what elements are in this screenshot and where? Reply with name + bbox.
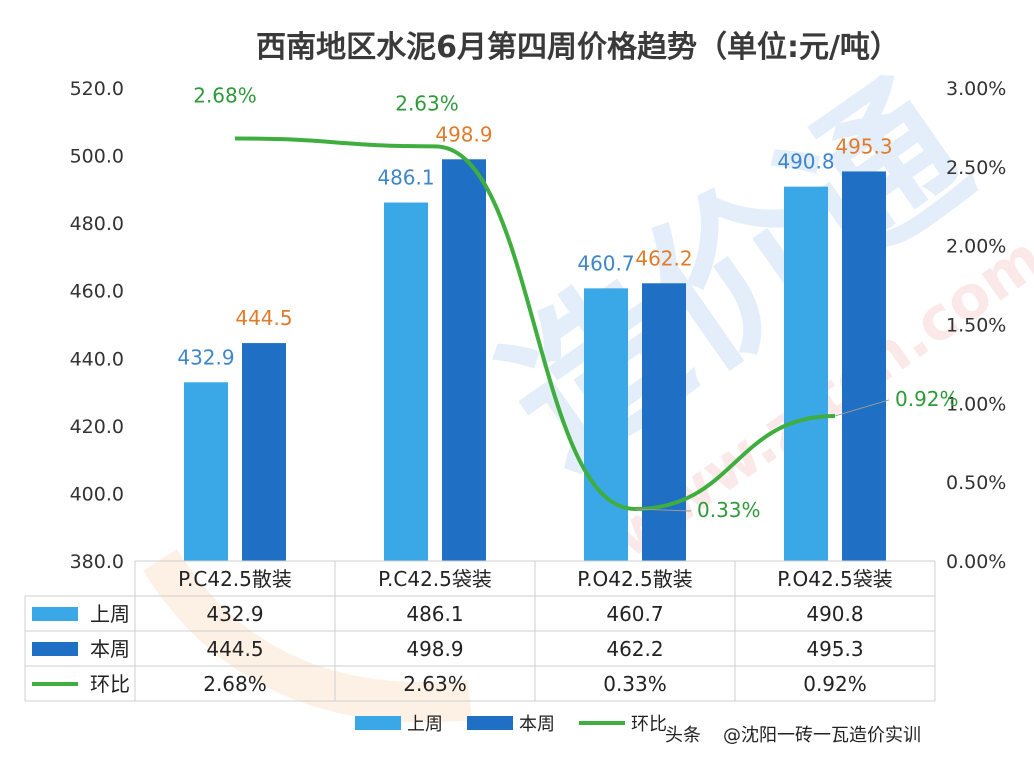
y-right-tick-label: 2.00% — [946, 236, 1006, 258]
bar-data-label: 490.8 — [777, 150, 834, 174]
watermark-prefix: 头条 — [665, 725, 701, 746]
table-cell: 0.33% — [603, 672, 667, 696]
table-cell: 460.7 — [606, 602, 663, 626]
y-left-tick-label: 460.0 — [70, 281, 124, 303]
line-label-leader — [634, 508, 692, 512]
line-data-label: 2.63% — [395, 91, 459, 115]
bar-labels: 432.9 486.1 460.7 490.8 444.5 498.9 462.2 495.3 — [177, 122, 892, 369]
bar-this-week — [842, 171, 886, 561]
y-left-tick-label: 500.0 — [70, 146, 124, 168]
bar-data-label: 498.9 — [435, 122, 492, 146]
y-right-tick-label: 0.00% — [946, 551, 1006, 573]
bar-data-label: 444.5 — [235, 306, 292, 330]
y-axis-right: 0.00% 0.50% 1.00% 1.50% 2.00% 2.50% 3.00% — [946, 78, 1006, 573]
table-cell: 0.92% — [803, 672, 867, 696]
bar-this-week — [242, 343, 286, 561]
y-right-tick-label: 2.50% — [946, 157, 1006, 179]
table-legend-swatch — [32, 642, 78, 656]
bar-data-label: 486.1 — [377, 166, 434, 190]
legend-label: 环比 — [631, 714, 667, 735]
bar-data-label: 462.2 — [635, 246, 692, 270]
legend-swatch — [467, 716, 513, 730]
legend-label: 上周 — [407, 714, 443, 735]
y-right-tick-label: 1.00% — [946, 393, 1006, 415]
legend: 上周 本周 环比 — [355, 714, 667, 735]
y-axis-left: 380.0 400.0 420.0 440.0 460.0 480.0 500.0 520.0 — [70, 78, 124, 573]
bar-last-week — [784, 186, 828, 561]
y-right-tick-label: 0.50% — [946, 472, 1006, 494]
line-labels: 2.68% 2.63% 0.33% 0.92% — [193, 83, 958, 522]
line-label-leader — [834, 399, 890, 417]
table-cell: 432.9 — [206, 602, 263, 626]
legend-swatch — [355, 716, 401, 730]
table-cell: 490.8 — [806, 602, 863, 626]
table-cell: 495.3 — [806, 637, 863, 661]
table-cell: 2.63% — [403, 672, 467, 696]
table-row-label: 环比 — [90, 672, 130, 696]
bar-data-label: 432.9 — [177, 345, 234, 369]
y-left-tick-label: 420.0 — [70, 416, 124, 438]
table-cell: 462.2 — [606, 637, 663, 661]
bars — [184, 159, 886, 562]
legend-label: 本周 — [519, 714, 555, 735]
table-header-category: P.O42.5散装 — [577, 567, 693, 591]
bar-last-week — [584, 288, 628, 561]
bar-data-label: 460.7 — [577, 251, 634, 275]
bar-last-week — [184, 382, 228, 561]
table-header-category: P.O42.5袋装 — [777, 567, 893, 591]
y-left-tick-label: 380.0 — [70, 551, 124, 573]
chart-title: 西南地区水泥6月第四周价格趋势（单位:元/吨） — [256, 30, 900, 65]
line-data-label: 0.33% — [697, 498, 761, 522]
line-path — [234, 136, 836, 511]
bar-this-week — [442, 159, 486, 562]
line-data-label: 2.68% — [193, 83, 257, 107]
table-header-category: P.C42.5散装 — [178, 567, 292, 591]
bar-this-week — [642, 283, 686, 561]
footer-watermark: 头条 @沈阳一砖一瓦造价实训 — [665, 725, 921, 746]
y-left-tick-label: 400.0 — [70, 483, 124, 505]
table-row-label: 本周 — [90, 637, 130, 661]
table-legend-swatch — [32, 607, 78, 621]
table-cell: 486.1 — [406, 602, 463, 626]
table-cell: 498.9 — [406, 637, 463, 661]
y-left-tick-label: 480.0 — [70, 213, 124, 235]
y-left-tick-label: 520.0 — [70, 78, 124, 100]
table-header-category: P.C42.5袋装 — [378, 567, 492, 591]
table-cell: 444.5 — [206, 637, 263, 661]
table-cell: 2.68% — [203, 672, 267, 696]
table-row-label: 上周 — [90, 602, 130, 626]
bar-data-label: 495.3 — [835, 134, 892, 158]
y-right-tick-label: 3.00% — [946, 78, 1006, 100]
bar-last-week — [384, 202, 428, 561]
line-data-label: 0.92% — [895, 387, 959, 411]
y-left-tick-label: 440.0 — [70, 348, 124, 370]
watermark-text: @沈阳一砖一瓦造价实训 — [723, 725, 921, 746]
y-right-tick-label: 1.50% — [946, 315, 1006, 337]
